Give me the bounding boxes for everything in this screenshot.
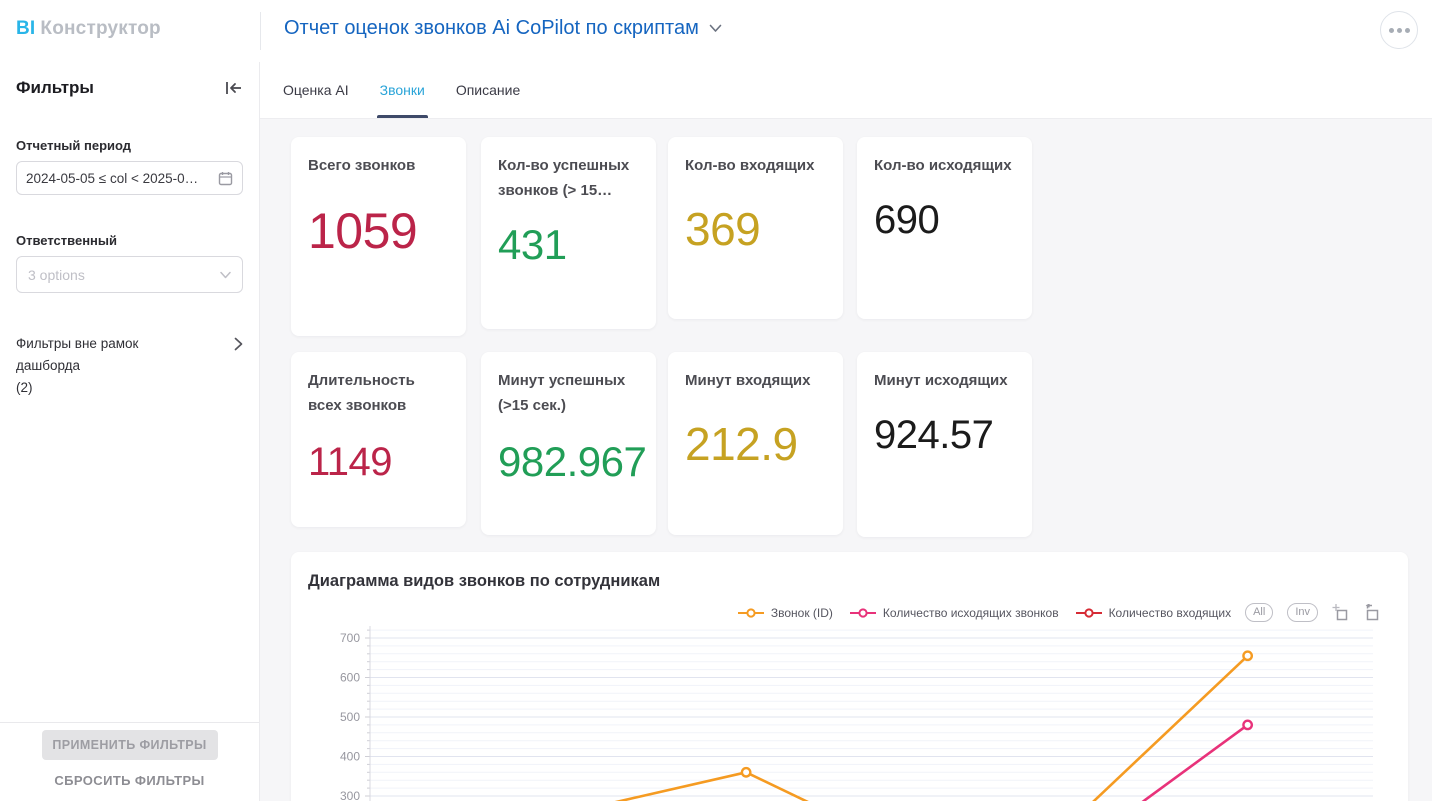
kpi-title: Кол-во успешных звонков (> 15… (498, 157, 630, 199)
kpi-total-calls: Всего звонков 1059 (291, 137, 466, 336)
kpi-value: 690 (874, 198, 940, 242)
calls-by-employee-chart-card: 300 400 500 600 700 Диаграмма видов звонков … (291, 552, 1408, 801)
logo-bi: BI (16, 18, 36, 39)
filters-title: Фильтры (16, 78, 94, 97)
ellipsis-icon (1388, 27, 1394, 33)
kpi-successful-calls: Кол-во успешных звонков (> 15… 431 (481, 137, 656, 329)
report-period-input[interactable] (16, 161, 243, 195)
legend-marker-icon (849, 607, 876, 618)
responsible-select[interactable]: 3 options (16, 256, 243, 293)
kpi-title: Минут успешных (>15 сек.) (498, 372, 626, 414)
svg-text:600: 600 (340, 671, 360, 685)
kpi-title: Кол-во входящих (685, 157, 815, 174)
svg-text:700: 700 (340, 631, 360, 645)
collapse-sidebar-icon[interactable] (225, 80, 243, 96)
external-filters-label: Фильтры вне рамок дашборда (16, 336, 139, 373)
kpi-title: Всего звонков (308, 157, 416, 174)
responsible-filter-label: Ответственный (16, 233, 117, 248)
external-filters-count: (2) (16, 380, 33, 395)
legend-marker-icon (1075, 607, 1102, 618)
legend-label: Звонок (ID) (770, 605, 833, 620)
kpi-outgoing-minutes: Минут исходящих 924.57 (857, 352, 1032, 537)
kpi-value: 431 (498, 221, 567, 268)
app-header: BI Конструктор Отчет оценок звонков Ai Co… (0, 0, 1432, 62)
kpi-successful-minutes: Минут успешных (>15 сек.) 982.967 (481, 352, 656, 535)
report-title[interactable]: Отчет оценок звонков Ai CoPilot по скрип… (284, 17, 699, 39)
calls-chart-canvas[interactable]: 300 400 500 600 700 (291, 552, 1408, 801)
legend-item[interactable]: Количество исходящих звонков (849, 606, 1059, 620)
legend-inv-button[interactable]: Inv (1287, 603, 1318, 622)
reset-filters-button[interactable]: СБРОСИТЬ ФИЛЬТРЫ (54, 773, 205, 788)
dashboard-content: Всего звонков 1059 Кол-во успешных звонк… (260, 119, 1432, 801)
sidebar-footer: ПРИМЕНИТЬ ФИЛЬТРЫ СБРОСИТЬ ФИЛЬТРЫ (0, 722, 259, 801)
chevron-down-icon[interactable] (709, 24, 722, 33)
kpi-title: Минут входящих (685, 372, 811, 389)
tab-ocenka-ai[interactable]: Оценка AI (283, 82, 349, 98)
chart-title: Диаграмма видов звонков по сотрудникам (308, 572, 661, 590)
calendar-icon[interactable] (218, 171, 233, 186)
kpi-value: 1059 (308, 203, 418, 259)
legend-marker-icon (737, 607, 764, 618)
kpi-value: 1149 (308, 440, 393, 484)
more-options-button[interactable] (1380, 11, 1418, 49)
kpi-incoming-minutes: Минут входящих 212.9 (668, 352, 843, 535)
report-period-value[interactable] (26, 170, 212, 186)
svg-text:400: 400 (340, 750, 360, 764)
chevron-right-icon (234, 337, 243, 351)
filters-sidebar: Фильтры Отчетный период Ответственный 3 … (0, 62, 260, 801)
kpi-title: Кол-во исходящих (874, 157, 1012, 174)
tab-zvonki[interactable]: Звонки (376, 62, 429, 118)
chevron-down-icon (220, 271, 231, 279)
legend-label: Количество исходящих звонков (882, 605, 1059, 620)
dashboard-main: Оценка AI Звонки Описание Всего звонков … (260, 62, 1432, 801)
legend-all-button[interactable]: All (1245, 603, 1274, 622)
legend-item[interactable]: Звонок (ID) (737, 606, 833, 620)
dashboard-external-filters-link[interactable]: Фильтры вне рамок дашборда (2) (16, 333, 243, 399)
legend-item[interactable]: Количество входящих (1075, 605, 1232, 620)
period-filter-label: Отчетный период (16, 138, 132, 153)
svg-text:500: 500 (340, 710, 360, 724)
apply-filters-button[interactable]: ПРИМЕНИТЬ ФИЛЬТРЫ (41, 730, 218, 760)
dashboard-tabs: Оценка AI Звонки Описание (260, 62, 1432, 119)
kpi-incoming-count: Кол-во входящих 369 (668, 137, 843, 319)
logo-brand-name: Конструктор (40, 18, 161, 39)
chart-legend: Звонок (ID) Количество исходящих звонков К… (737, 603, 1380, 622)
tab-opisanie[interactable]: Описание (455, 82, 521, 98)
header-divider (260, 12, 261, 50)
kpi-total-duration: Длительность всех звонков 1149 (291, 352, 466, 527)
brush-clear-icon[interactable] (1363, 604, 1380, 621)
brush-select-icon[interactable] (1332, 604, 1349, 621)
svg-text:300: 300 (340, 789, 360, 801)
kpi-title: Минут исходящих (874, 372, 1008, 389)
kpi-value: 924.57 (874, 413, 994, 457)
legend-label: Количество входящих (1108, 605, 1232, 620)
kpi-value: 982.967 (498, 438, 647, 485)
responsible-select-placeholder: 3 options (28, 266, 85, 283)
app-logo: BI Конструктор (16, 18, 161, 40)
kpi-title: Длительность всех звонков (308, 372, 415, 414)
kpi-value: 369 (685, 203, 761, 255)
kpi-value: 212.9 (685, 418, 798, 470)
kpi-outgoing-count: Кол-во исходящих 690 (857, 137, 1032, 319)
